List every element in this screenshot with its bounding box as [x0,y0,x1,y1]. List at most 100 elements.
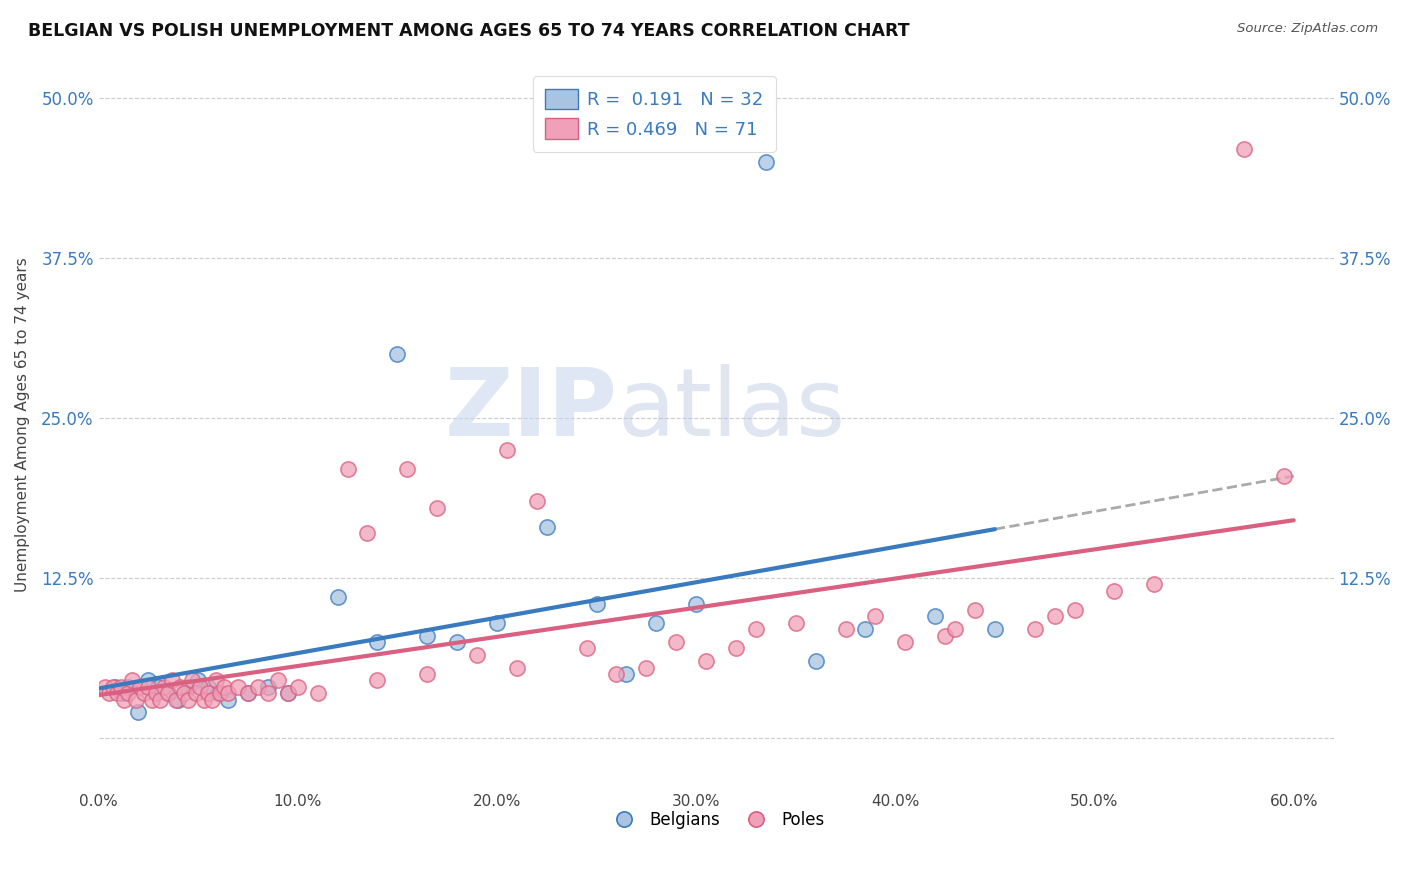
Point [636,660,658,674]
Point [287,680,309,694]
Point [145,686,167,700]
Point [506,660,529,674]
Point [257,686,280,700]
Point [1143,577,1166,591]
Point [129,680,152,694]
Point [804,654,827,668]
Point [246,680,269,694]
Point [834,622,856,636]
Point [485,615,508,630]
Point [963,603,986,617]
Point [387,347,409,361]
Point [277,686,299,700]
Point [188,680,211,694]
Point [575,641,598,656]
Point [724,641,747,656]
Point [496,442,519,457]
Point [125,692,148,706]
Point [366,635,388,649]
Point [1063,603,1085,617]
Point [212,680,235,694]
Point [111,686,134,700]
Point [186,686,208,700]
Point [257,680,280,694]
Point [197,686,219,700]
Point [645,615,668,630]
Point [416,667,439,681]
Point [201,692,224,706]
Legend: Belgians, Poles: Belgians, Poles [600,805,831,836]
Point [356,526,378,541]
Point [465,648,488,662]
Point [177,692,200,706]
Point [173,686,195,700]
Point [426,500,449,515]
Point [536,520,558,534]
Point [1024,622,1046,636]
Point [277,686,299,700]
Point [207,686,229,700]
Point [616,667,638,681]
Point [177,680,200,694]
Point [134,686,156,700]
Point [865,609,887,624]
Point [1272,468,1295,483]
Point [148,680,170,694]
Point [153,680,176,694]
Point [1043,609,1066,624]
Point [894,635,917,649]
Point [785,615,807,630]
Point [181,673,204,688]
Point [101,680,124,694]
Point [226,680,249,694]
Point [416,629,439,643]
Point [396,462,419,476]
Point [197,680,219,694]
Point [127,706,149,720]
Point [1104,583,1126,598]
Point [267,673,290,688]
Point [366,673,388,688]
Point [121,673,143,688]
Text: BELGIAN VS POLISH UNEMPLOYMENT AMONG AGES 65 TO 74 YEARS CORRELATION CHART: BELGIAN VS POLISH UNEMPLOYMENT AMONG AGE… [28,22,910,40]
Point [984,622,1007,636]
Point [326,591,349,605]
Point [1233,142,1256,156]
Point [149,692,172,706]
Point [141,692,163,706]
Point [117,680,139,694]
Point [209,686,232,700]
Point [114,692,136,706]
Point [236,686,259,700]
Point [755,155,778,169]
Point [138,680,160,694]
Point [665,635,688,649]
Point [165,692,187,706]
Point [205,673,228,688]
Point [97,686,120,700]
Point [93,680,115,694]
Point [685,597,707,611]
Point [924,609,946,624]
Point [103,680,125,694]
Point [217,686,239,700]
Point [187,673,209,688]
Point [526,494,548,508]
Point [855,622,877,636]
Text: atlas: atlas [617,364,845,456]
Point [157,686,180,700]
Point [117,686,139,700]
Point [934,629,956,643]
Point [193,692,215,706]
Point [336,462,359,476]
Point [217,692,239,706]
Point [446,635,468,649]
Point [157,686,180,700]
Point [167,692,190,706]
Point [105,686,128,700]
Point [695,654,717,668]
Point [585,597,607,611]
Point [745,622,768,636]
Point [943,622,966,636]
Text: ZIP: ZIP [444,364,617,456]
